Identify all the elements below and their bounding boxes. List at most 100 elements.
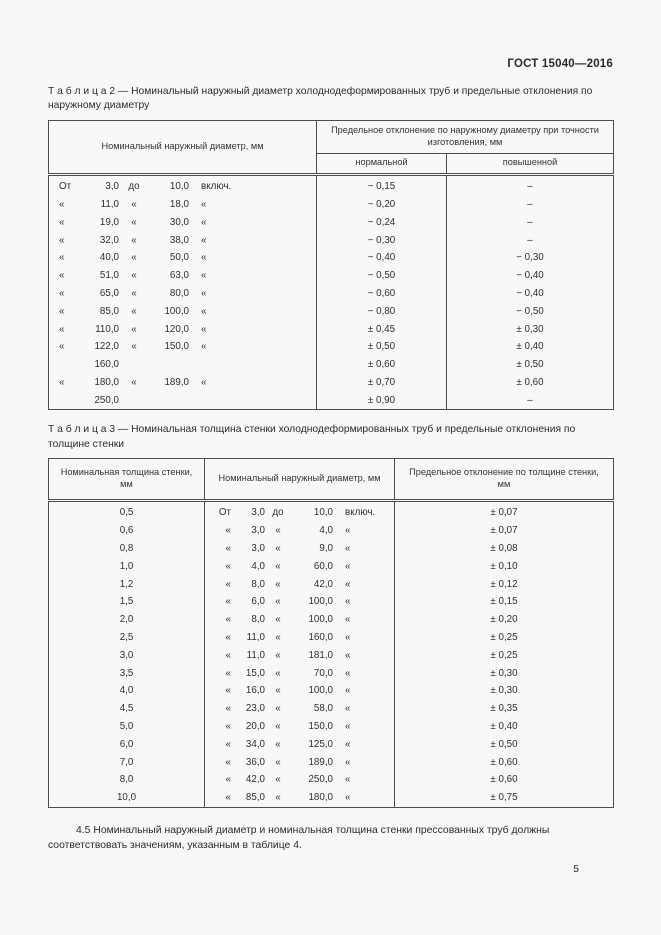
wall-thickness-cell: 5,0 — [119, 720, 134, 732]
range-part: 51,0 — [99, 270, 119, 282]
diameter-range: От 3,0 до 10,0 включ. — [59, 181, 231, 192]
range-part: 160,0 — [308, 631, 333, 643]
deviation-raised-cell: – — [446, 213, 614, 232]
range-part: 4,0 — [251, 560, 265, 572]
diameter-range-cell: 160,0 — [49, 356, 317, 374]
deviation-raised-cell: ± 0,50 — [446, 355, 614, 374]
range-part: 6,0 — [251, 596, 265, 608]
range-part: « — [131, 323, 137, 335]
range-part: 125,0 — [308, 738, 333, 750]
range-part: « — [275, 720, 281, 732]
range-part: « — [201, 323, 207, 335]
range-part: « — [275, 685, 281, 697]
range-part: « — [275, 792, 281, 804]
table-row: 1,2 « 8,0 « 42,0 « ± 0,12 — [49, 575, 614, 593]
diameter-range-cell: « 3,0 « 9,0 « — [204, 539, 395, 558]
table-row: 1,5 « 6,0 « 100,0 « ± 0,15 — [49, 592, 614, 611]
wall-thickness-cell: 0,5 — [119, 507, 134, 519]
range-part: 3,0 — [105, 181, 119, 193]
diameter-range: « 40,0 « 50,0 « — [59, 252, 206, 263]
deviation-normal-cell: ± 0,45 — [316, 320, 447, 338]
deviation-normal-cell: − 0,15 — [316, 174, 447, 196]
diameter-range: « 36,0 « 189,0 « — [209, 757, 393, 768]
paragraph-4-5: 4.5 Номинальный наружный диаметр и номин… — [48, 824, 550, 852]
range-part: 16,0 — [245, 685, 265, 697]
range-part: « — [275, 774, 281, 786]
diameter-range-cell: « 15,0 « 70,0 « — [204, 664, 395, 682]
table2-header-row-2: нормальной повышенной — [49, 152, 614, 176]
deviation-cell: ± 0,08 — [394, 539, 614, 558]
range-part: 20,0 — [245, 720, 265, 732]
range-part: « — [275, 542, 281, 554]
range-part: 65,0 — [99, 287, 119, 299]
table-row: « 40,0 « 50,0 « − 0,40− 0,30 — [49, 249, 614, 267]
deviation-raised-cell: – — [446, 231, 614, 249]
deviation-cell: ± 0,10 — [394, 557, 614, 576]
deviation-cell: ± 0,35 — [394, 699, 614, 718]
range-part: « — [275, 525, 281, 537]
range-part: « — [345, 685, 351, 697]
range-part: 100,0 — [308, 596, 333, 608]
range-part: « — [201, 341, 207, 353]
range-part: 3,0 — [251, 542, 265, 554]
deviation-raised-cell: − 0,40 — [446, 284, 614, 303]
range-part: « — [345, 560, 351, 572]
table-row: 7,0 « 36,0 « 189,0 « ± 0,60 — [49, 753, 614, 771]
deviation-normal-cell: ± 0,90 — [316, 391, 447, 410]
table3-caption: Т а б л и ц а 3 — Номинальная толщина ст… — [48, 424, 576, 450]
deviation-raised-cell: – — [446, 174, 614, 196]
deviation-normal-cell: ± 0,70 — [316, 373, 447, 392]
range-part: « — [59, 305, 65, 317]
diameter-range: « 32,0 « 38,0 « — [59, 235, 206, 246]
range-part: « — [201, 234, 207, 246]
range-part: От — [218, 507, 231, 519]
range-part: « — [345, 649, 351, 661]
page-number: 5 — [573, 862, 579, 875]
range-part: « — [345, 614, 351, 626]
diameter-range-cell: « 6,0 « 100,0 « — [204, 592, 395, 611]
table2-subheader-raised: повышенной — [446, 152, 614, 176]
range-part: 11,0 — [100, 199, 119, 210]
range-part: 19,0 — [99, 216, 119, 228]
diameter-range: « 11,0 « 160,0 « — [209, 632, 393, 643]
wall-thickness-cell: 1,2 — [119, 578, 134, 590]
diameter-range: « 85,0 « 100,0 « — [59, 306, 206, 317]
range-part: « — [201, 376, 207, 388]
range-part: От — [59, 181, 72, 193]
range-part: 180,0 — [308, 792, 333, 804]
deviation-normal-cell: − 0,24 — [316, 213, 447, 232]
deviation-normal-cell: − 0,20 — [316, 195, 447, 214]
range-part: « — [275, 738, 281, 750]
range-part: 189,0 — [164, 376, 189, 388]
range-part: 40,0 — [99, 252, 119, 264]
table-row: 10,0 « 85,0 « 180,0 « ± 0,75 — [49, 788, 614, 808]
range-part: 10,0 — [169, 181, 189, 193]
table-row: 5,0 « 20,0 « 150,0 « ± 0,40 — [49, 717, 614, 736]
range-part: 160,0 — [94, 359, 119, 371]
deviation-cell: ± 0,50 — [394, 735, 614, 754]
diameter-range-cell: « 36,0 « 189,0 « — [204, 753, 395, 771]
table-row: 250,0 ± 0,90– — [49, 391, 614, 410]
table-row: « 180,0 « 189,0 « ± 0,70 ± 0,60 — [49, 373, 614, 392]
diameter-range: « 122,0 « 150,0 « — [59, 341, 206, 352]
table2-header: Номинальный наружный диаметр, мм Предель… — [48, 119, 614, 176]
table2-body: От 3,0 до 10,0 включ. − 0,15– «11,0 «18,0 «− 0,2… — [49, 174, 614, 410]
range-part: 23,0 — [245, 703, 265, 715]
range-part: « — [131, 341, 137, 353]
table-row: 4,0 « 16,0 « 100,0 « ± 0,30 — [49, 681, 614, 700]
range-part: « — [275, 631, 281, 643]
diameter-range: « 19,0 « 30,0 « — [59, 217, 206, 228]
diameter-range-cell: « 65,0 « 80,0 « — [49, 285, 317, 303]
range-part: « — [131, 270, 137, 282]
deviation-raised-cell: ± 0,30 — [446, 320, 614, 338]
range-part: « — [131, 252, 137, 264]
range-part: до — [272, 507, 284, 519]
range-part: « — [225, 631, 231, 643]
range-part: 100,0 — [164, 305, 189, 317]
range-part: « — [201, 270, 207, 282]
table-row: « 11,0 « 18,0 « − 0,20– — [49, 195, 614, 214]
diameter-range: « 8,0 « 100,0 « — [209, 614, 393, 625]
deviation-normal-cell: − 0,80 — [316, 302, 447, 321]
table-row: 4,5 « 23,0 « 58,0 « ± 0,35 — [49, 699, 614, 718]
range-part: 63,0 — [169, 270, 189, 282]
